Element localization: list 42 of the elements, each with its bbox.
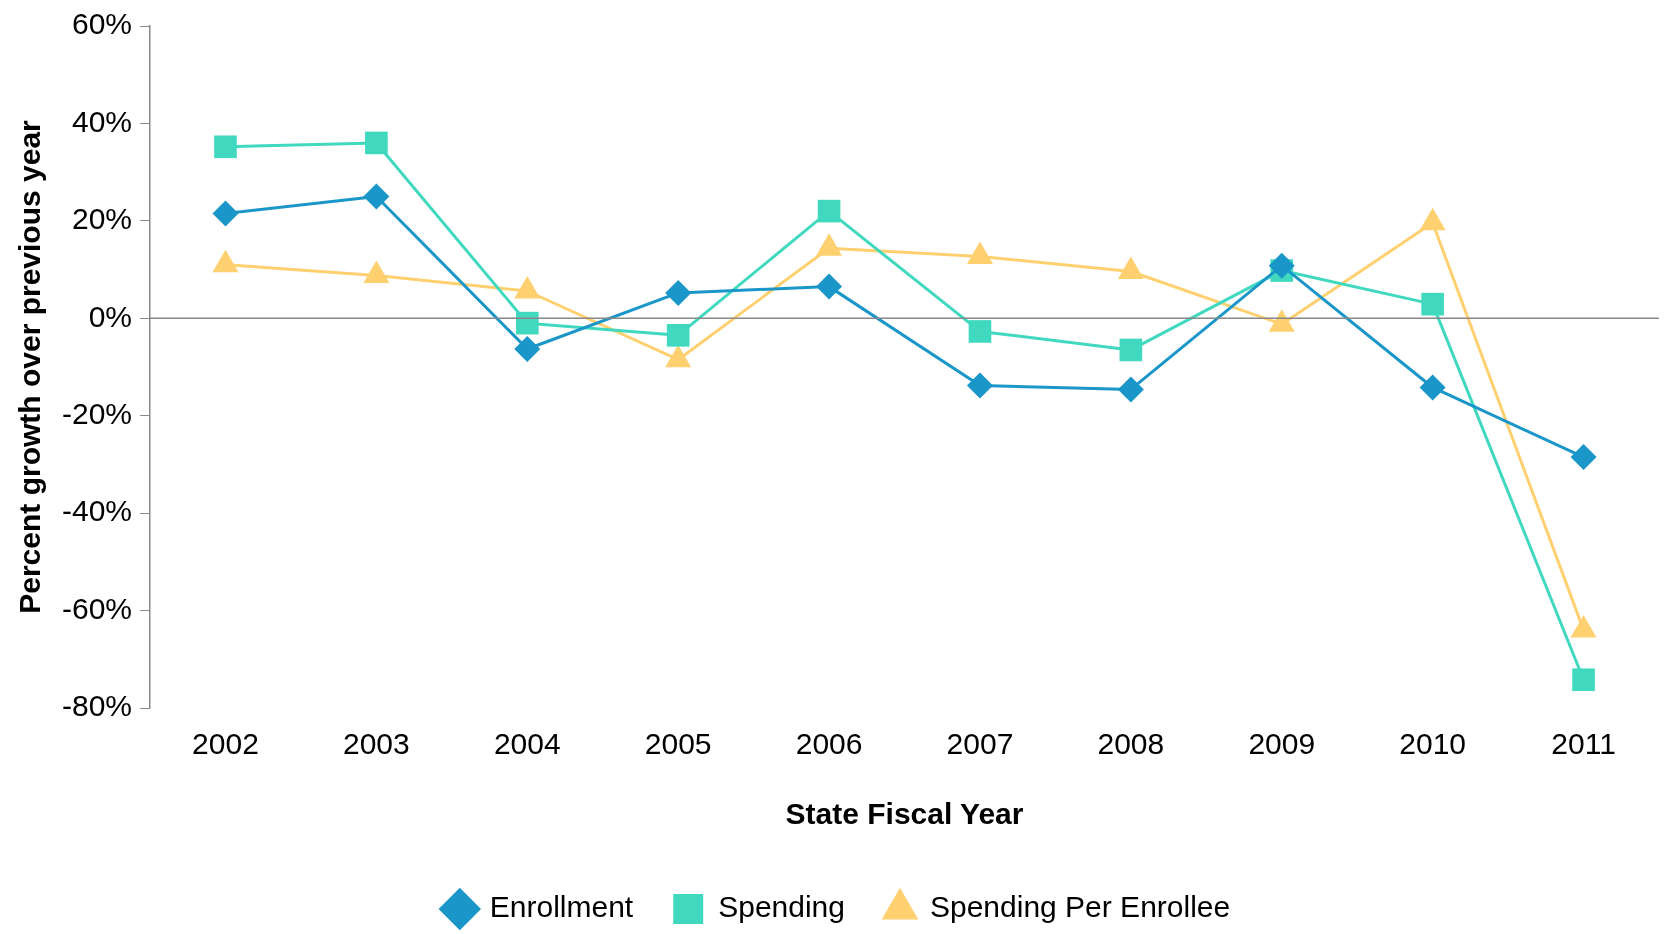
point	[666, 324, 690, 347]
point	[816, 273, 843, 300]
point	[1421, 292, 1444, 316]
y-tick-label: -80%	[61, 689, 133, 723]
legend-label: Spending Per Enrollee	[929, 890, 1231, 924]
x-axis-title: State Fiscal Year	[785, 797, 1024, 831]
point	[365, 131, 388, 155]
x-tick-label: 2002	[192, 727, 259, 761]
y-tick-label: 20%	[71, 202, 133, 236]
y-tick-label: 0%	[88, 299, 133, 333]
point	[1117, 376, 1144, 403]
point	[515, 311, 539, 335]
y-tick-label: 40%	[71, 104, 133, 138]
point	[1419, 374, 1446, 401]
y-tick-label: -40%	[61, 494, 133, 528]
y-axis-title: Percent growth over previous year	[13, 119, 47, 614]
y-tick-label: -20%	[61, 396, 133, 430]
x-tick-label: 2011	[1551, 727, 1616, 761]
point	[1570, 444, 1597, 471]
x-tick-label: 2006	[795, 727, 863, 761]
legend-label: Spending	[718, 890, 845, 924]
point	[1572, 668, 1595, 692]
x-tick-label: 2007	[946, 727, 1014, 761]
legend-label: Enrollment	[489, 890, 634, 924]
point	[966, 372, 993, 399]
y-tick-label: -60%	[61, 591, 133, 625]
x-tick-label: 2008	[1097, 727, 1165, 761]
x-tick-label: 2003	[343, 727, 410, 761]
x-tick-label: 2005	[644, 727, 712, 761]
point	[968, 320, 992, 343]
x-tick-label: 2010	[1399, 727, 1467, 761]
point	[1119, 338, 1143, 362]
point	[817, 199, 841, 223]
y-tick-label: 60%	[71, 7, 133, 41]
x-tick-label: 2009	[1248, 727, 1316, 761]
point	[514, 335, 541, 362]
point	[212, 200, 239, 227]
point	[363, 183, 390, 210]
point	[665, 279, 692, 306]
point	[1268, 252, 1295, 279]
x-tick-label: 2004	[493, 727, 561, 761]
point	[214, 135, 237, 159]
